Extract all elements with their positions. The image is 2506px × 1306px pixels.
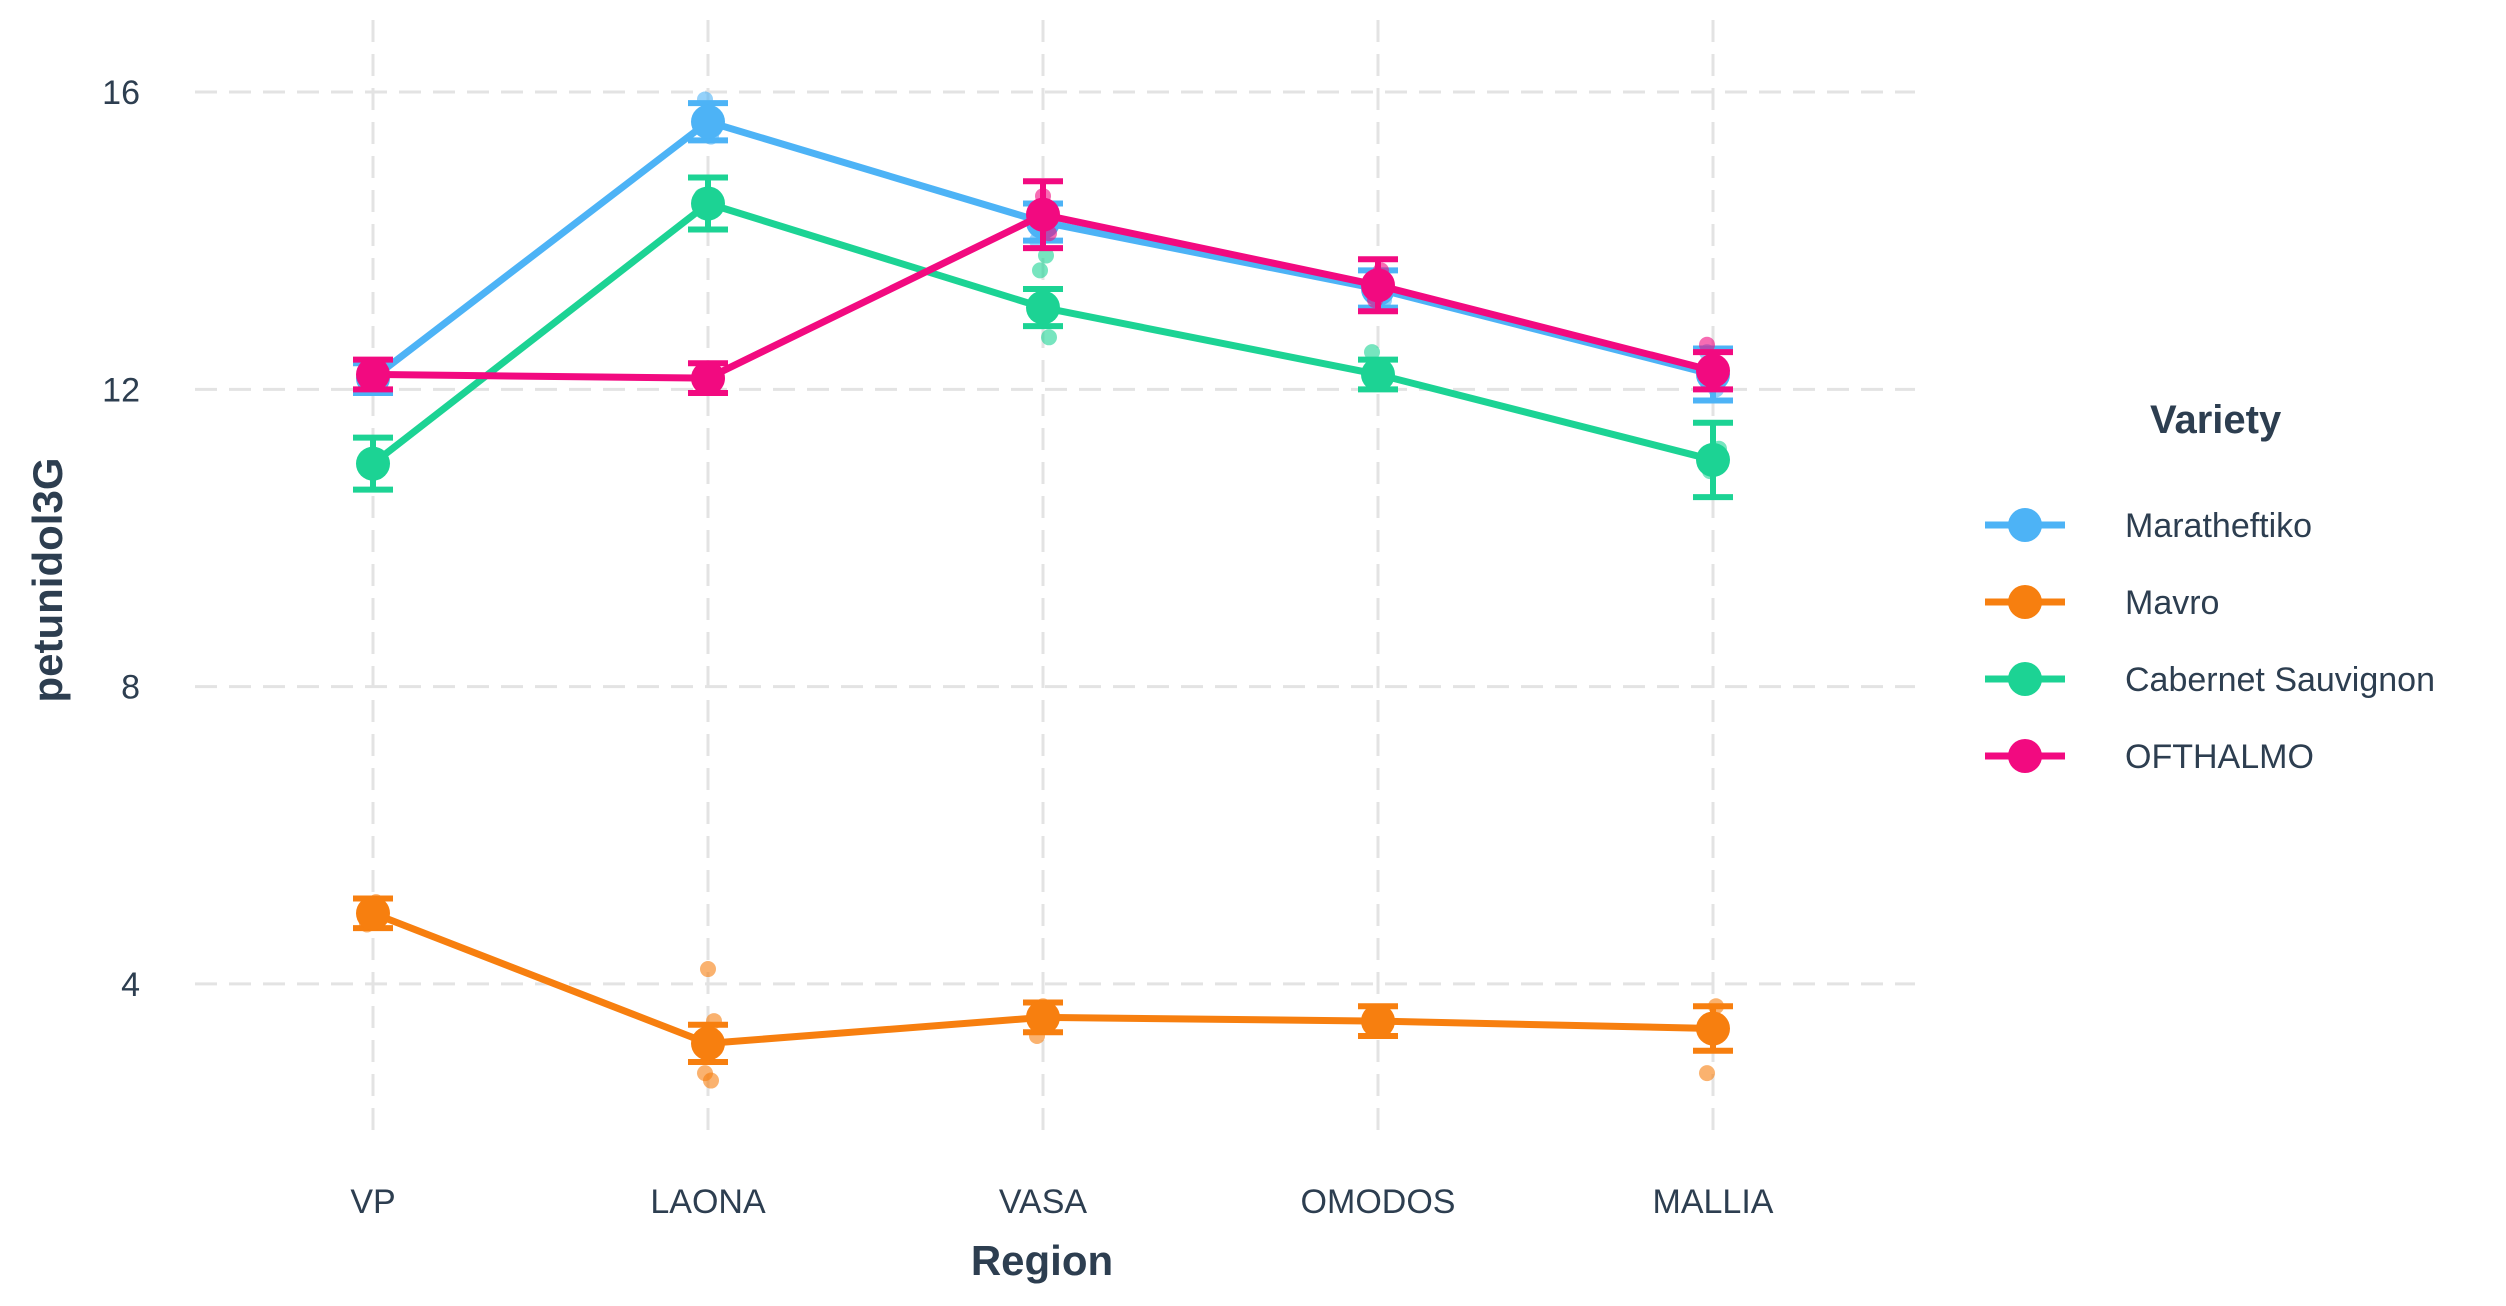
x-axis-title: Region bbox=[971, 1237, 1113, 1284]
legend-label: Mavro bbox=[2125, 584, 2219, 622]
series-layer bbox=[353, 91, 1733, 1089]
raw-point bbox=[1699, 1065, 1715, 1082]
mean-point bbox=[1696, 1011, 1730, 1046]
legend-marker bbox=[2008, 662, 2042, 696]
legend-marker bbox=[2008, 585, 2042, 619]
y-tick-label: 4 bbox=[121, 966, 140, 1004]
raw-point bbox=[700, 961, 716, 978]
raw-point bbox=[1038, 247, 1054, 264]
mean-point bbox=[691, 186, 725, 221]
legend-label: Cabernet Sauvignon bbox=[2125, 661, 2435, 699]
legend-item: Cabernet Sauvignon bbox=[1985, 661, 2435, 699]
legend-title: Variety bbox=[2150, 398, 2282, 442]
mean-point bbox=[356, 896, 390, 931]
y-tick-label: 12 bbox=[102, 371, 140, 409]
legend-marker bbox=[2008, 739, 2042, 773]
mean-point bbox=[1361, 268, 1395, 303]
x-tick-label: LAONA bbox=[650, 1183, 766, 1221]
legend-items: Maratheftiko Mavro Cabernet Sauvignon OFTHA… bbox=[1985, 507, 2435, 776]
mean-point bbox=[1026, 290, 1060, 325]
y-tick-label: 8 bbox=[121, 669, 140, 707]
legend-item: OFTHALMO bbox=[1985, 738, 2314, 776]
x-tick-label: OMODOS bbox=[1301, 1183, 1456, 1221]
mean-point bbox=[356, 357, 390, 392]
series-group bbox=[353, 174, 1733, 501]
raw-point bbox=[1032, 262, 1048, 279]
raw-point bbox=[1699, 336, 1715, 353]
mean-point bbox=[356, 446, 390, 481]
legend: Variety Maratheftiko Mavro Cabernet Sauvig… bbox=[1985, 398, 2435, 776]
mean-point bbox=[1361, 357, 1395, 392]
series-group bbox=[353, 178, 1733, 397]
x-tick-label: VP bbox=[350, 1183, 395, 1221]
mean-point bbox=[1026, 197, 1060, 232]
mean-point bbox=[691, 104, 725, 139]
y-axis-title: petunidol3G bbox=[24, 458, 71, 703]
legend-label: Maratheftiko bbox=[2125, 507, 2312, 545]
raw-point bbox=[703, 1072, 719, 1089]
legend-label: OFTHALMO bbox=[2125, 738, 2314, 776]
x-tick-label: VASA bbox=[999, 1183, 1088, 1221]
mean-point bbox=[691, 1026, 725, 1061]
mean-point bbox=[1696, 442, 1730, 477]
gridlines bbox=[195, 20, 1915, 1140]
x-tick-label: MALLIA bbox=[1653, 1183, 1774, 1221]
raw-point bbox=[1364, 344, 1380, 361]
mean-point bbox=[1696, 353, 1730, 388]
raw-point bbox=[1041, 329, 1057, 346]
series-group bbox=[353, 894, 1733, 1089]
legend-item: Mavro bbox=[1985, 584, 2219, 622]
y-tick-label: 16 bbox=[102, 74, 140, 112]
legend-item: Maratheftiko bbox=[1985, 507, 2312, 545]
mean-point bbox=[1026, 1000, 1060, 1035]
mean-point bbox=[691, 361, 725, 396]
mean-point bbox=[1361, 1004, 1395, 1039]
legend-marker bbox=[2008, 508, 2042, 542]
x-axis-ticks: VP LAONA VASA OMODOS MALLIA bbox=[350, 1183, 1773, 1221]
y-axis-ticks: 4 8 12 16 bbox=[102, 74, 140, 1004]
